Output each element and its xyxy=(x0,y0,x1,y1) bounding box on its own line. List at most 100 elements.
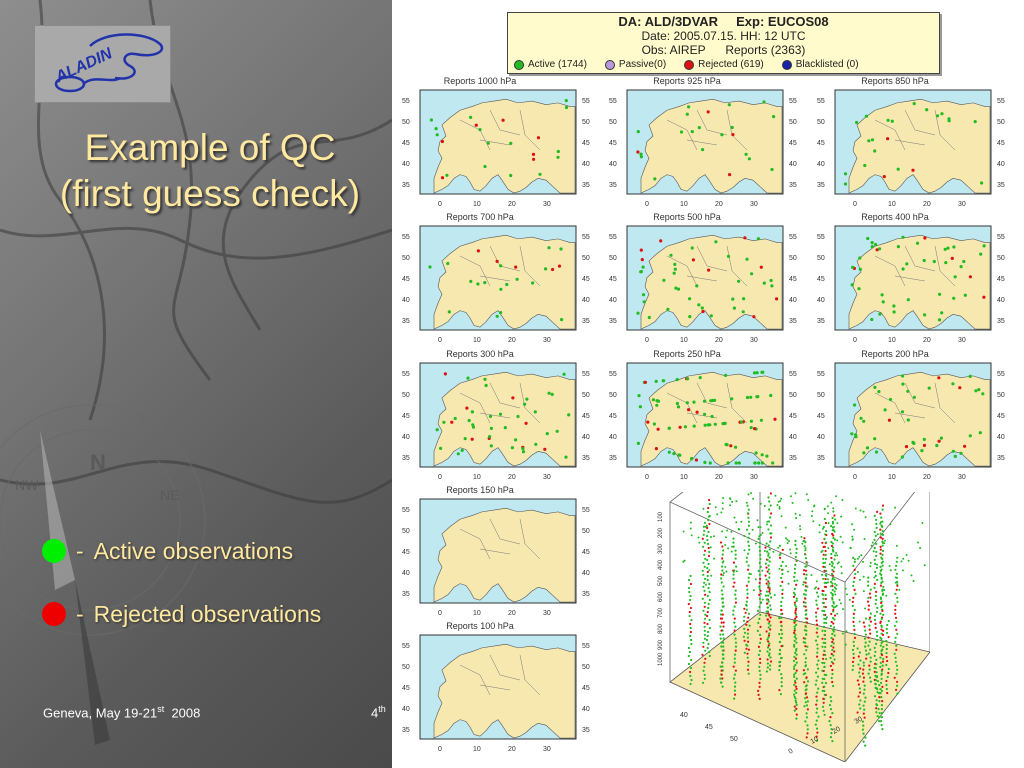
active-observation-point xyxy=(746,504,749,507)
active-observation-point xyxy=(706,510,709,514)
active-observation-point xyxy=(749,419,753,423)
active-observation-point xyxy=(815,699,819,702)
active-observation-point xyxy=(703,521,706,524)
rejected-observation-point xyxy=(703,605,706,608)
active-observation-point xyxy=(708,650,711,654)
active-observation-point xyxy=(833,566,836,569)
slide-title: Example of QC (first guess check) xyxy=(0,125,392,217)
3d-plot-box-top xyxy=(669,492,916,583)
active-observation-point xyxy=(875,566,878,569)
rejected-observation-point xyxy=(440,176,445,180)
rejected-observation-point xyxy=(851,600,854,603)
active-observation-point xyxy=(825,529,828,533)
active-observation-point xyxy=(852,564,855,567)
active-observation-point xyxy=(673,262,677,266)
active-observation-point xyxy=(833,658,836,661)
rejected-observation-point xyxy=(734,649,737,652)
active-observation-point xyxy=(793,673,796,676)
pressure-tick-label: 600 xyxy=(658,591,664,602)
active-observation-point xyxy=(815,599,818,602)
active-observation-point xyxy=(817,595,820,598)
active-observation-point xyxy=(835,552,838,554)
rejected-observation-point xyxy=(746,652,749,655)
active-observation-point xyxy=(815,603,818,606)
rejected-observation-point xyxy=(757,693,760,696)
active-observation-point xyxy=(654,379,658,383)
active-observation-point xyxy=(830,540,833,544)
latitude-tick-label: 50 xyxy=(402,392,410,399)
latitude-tick-label: 45 xyxy=(402,413,410,420)
active-observation-point xyxy=(886,675,889,679)
active-observation-point xyxy=(795,691,798,694)
active-observation-point xyxy=(703,601,706,604)
active-observation-point xyxy=(720,589,723,592)
rejected-observation-point xyxy=(768,620,771,623)
active-observation-point xyxy=(754,578,757,581)
active-observation-point xyxy=(721,657,724,660)
rejected-observation-point xyxy=(823,569,826,572)
latitude-tick-label: 45 xyxy=(402,276,410,283)
active-observation-point xyxy=(829,708,833,711)
rejected-observation-point xyxy=(721,557,724,560)
active-observation-point xyxy=(880,724,883,727)
rejected-observation-point xyxy=(474,123,478,127)
active-observation-point xyxy=(756,629,759,632)
active-observation-point xyxy=(831,616,835,620)
active-observation-point xyxy=(880,573,883,576)
active-observation-point xyxy=(721,665,724,668)
active-observation-point xyxy=(560,318,564,322)
active-observation-point xyxy=(666,307,670,311)
active-observation-point xyxy=(864,641,867,644)
active-observation-point xyxy=(700,306,704,310)
active-observation-point xyxy=(730,530,733,533)
active-observation-point xyxy=(778,653,781,656)
active-observation-point xyxy=(710,536,712,538)
active-observation-point xyxy=(895,620,898,623)
active-observation-point xyxy=(675,401,679,406)
rejected-observation-point xyxy=(551,267,555,272)
rejected-observation-point xyxy=(880,628,883,631)
latitude-tick-label: 50 xyxy=(817,119,825,126)
active-observation-point xyxy=(823,621,826,624)
rejected-observation-point xyxy=(803,681,806,684)
latitude-tick-label: 40 xyxy=(997,161,1005,168)
active-observation-point xyxy=(706,646,709,650)
active-observation-point xyxy=(830,501,833,504)
active-observation-point xyxy=(706,566,709,570)
active-observation-point xyxy=(927,386,931,390)
rejected-observation-point xyxy=(815,611,818,614)
active-observation-point xyxy=(864,696,867,699)
active-observation-point xyxy=(786,542,789,545)
active-observation-point xyxy=(737,279,741,283)
active-observation-point xyxy=(852,580,855,583)
active-observation-point xyxy=(759,553,762,556)
active-observation-point xyxy=(829,585,832,588)
rejected-observation-point xyxy=(767,634,771,637)
active-observation-point xyxy=(812,520,815,523)
active-observation-point xyxy=(720,681,723,684)
active-observation-point xyxy=(758,633,762,636)
active-observation-point xyxy=(697,303,701,307)
rejected-observation-point xyxy=(734,669,737,672)
active-observation-point xyxy=(882,645,885,648)
active-observation-point xyxy=(815,580,818,583)
active-observation-point xyxy=(446,261,450,266)
active-observation-point xyxy=(875,630,878,633)
active-observation-point xyxy=(780,625,783,628)
active-observation-point xyxy=(815,671,818,674)
active-observation-point xyxy=(832,510,835,513)
active-observation-point xyxy=(851,523,854,526)
active-observation-point xyxy=(758,541,761,544)
active-observation-point xyxy=(706,534,709,538)
active-observation-point xyxy=(733,689,736,692)
rejected-observation-point xyxy=(874,626,877,629)
rejected-observation-point xyxy=(524,421,528,425)
active-observation-point xyxy=(789,552,792,555)
active-observation-point xyxy=(721,593,724,596)
map-panel-title: Reports 250 hPa xyxy=(653,349,721,359)
active-observation-point xyxy=(682,560,685,563)
active-observation-point xyxy=(780,604,783,607)
active-observation-point xyxy=(771,461,775,465)
active-observation-point xyxy=(762,100,766,104)
